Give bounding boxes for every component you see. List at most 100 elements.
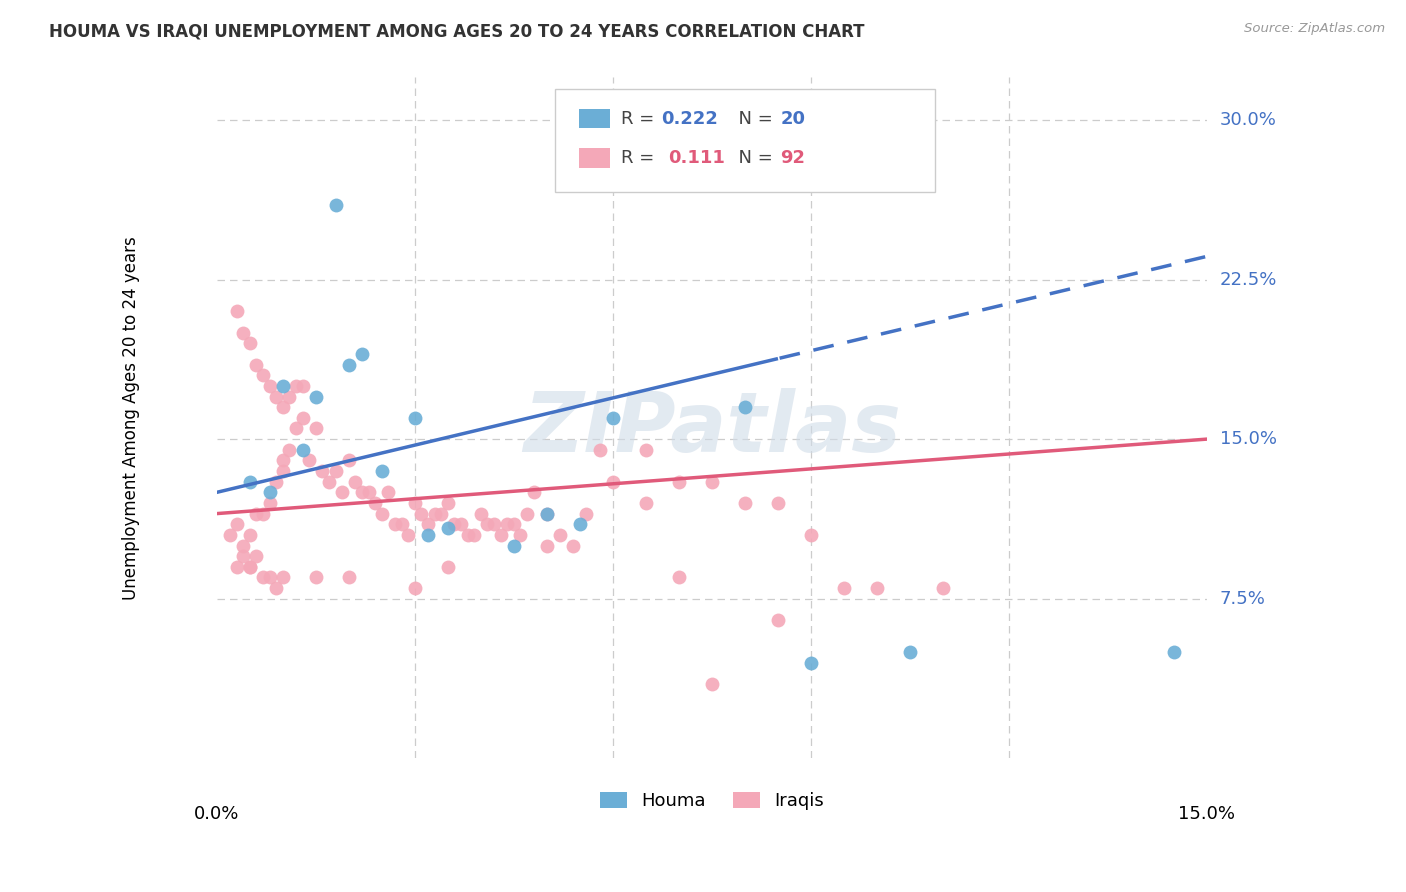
Point xyxy=(337,358,360,372)
Text: 20: 20 xyxy=(780,110,806,128)
Text: Source: ZipAtlas.com: Source: ZipAtlas.com xyxy=(1244,22,1385,36)
Point xyxy=(436,496,458,510)
Point xyxy=(509,528,531,542)
Point xyxy=(239,559,262,574)
Point xyxy=(766,496,789,510)
Text: 0.0%: 0.0% xyxy=(194,805,239,823)
Point xyxy=(588,442,610,457)
Point xyxy=(371,464,394,478)
Point xyxy=(219,528,242,542)
Point xyxy=(391,517,413,532)
Point xyxy=(252,570,274,584)
Point xyxy=(318,475,340,489)
Text: 30.0%: 30.0% xyxy=(1220,111,1277,129)
Point xyxy=(734,401,756,415)
Text: R =: R = xyxy=(621,149,666,167)
Point xyxy=(232,326,254,340)
Point xyxy=(668,475,690,489)
Point xyxy=(502,517,524,532)
Point xyxy=(482,517,505,532)
Point xyxy=(245,358,267,372)
Point xyxy=(766,613,789,627)
Text: 22.5%: 22.5% xyxy=(1220,270,1277,288)
Point xyxy=(225,517,247,532)
Point xyxy=(470,507,492,521)
Point xyxy=(463,528,485,542)
Point xyxy=(298,453,321,467)
Point xyxy=(416,517,439,532)
Point xyxy=(404,496,426,510)
Point xyxy=(271,464,294,478)
Point xyxy=(271,379,294,393)
Point xyxy=(634,442,657,457)
Text: 15.0%: 15.0% xyxy=(1178,805,1234,823)
Text: 7.5%: 7.5% xyxy=(1220,590,1265,607)
Point xyxy=(225,304,247,318)
Point xyxy=(502,539,524,553)
Point xyxy=(357,485,380,500)
Text: Unemployment Among Ages 20 to 24 years: Unemployment Among Ages 20 to 24 years xyxy=(122,236,141,599)
Point xyxy=(285,421,308,435)
Point xyxy=(350,347,373,361)
Point xyxy=(239,559,262,574)
Point xyxy=(404,581,426,595)
Text: ZIPatlas: ZIPatlas xyxy=(523,388,901,469)
Point xyxy=(264,390,287,404)
Point xyxy=(305,390,328,404)
Point xyxy=(634,496,657,510)
Point xyxy=(264,581,287,595)
Point xyxy=(700,677,723,691)
Text: R =: R = xyxy=(621,110,661,128)
Point xyxy=(568,517,591,532)
Point xyxy=(337,453,360,467)
Point xyxy=(271,570,294,584)
Point xyxy=(866,581,889,595)
Point xyxy=(404,410,426,425)
Point xyxy=(259,496,281,510)
Point xyxy=(477,517,499,532)
Point xyxy=(225,559,247,574)
Point xyxy=(536,507,558,521)
Text: N =: N = xyxy=(727,149,779,167)
Point xyxy=(245,507,267,521)
Point xyxy=(271,453,294,467)
Point xyxy=(430,507,453,521)
Point xyxy=(436,521,458,535)
Point xyxy=(496,517,519,532)
Point xyxy=(443,517,465,532)
Point xyxy=(548,528,571,542)
Point xyxy=(436,559,458,574)
Point xyxy=(350,485,373,500)
Point xyxy=(800,656,823,670)
Point xyxy=(291,442,314,457)
Text: 0.111: 0.111 xyxy=(668,149,724,167)
Point xyxy=(457,528,479,542)
Legend: Houma, Iraqis: Houma, Iraqis xyxy=(592,785,831,817)
Point xyxy=(700,475,723,489)
Point xyxy=(264,475,287,489)
Point xyxy=(602,475,624,489)
Point xyxy=(259,570,281,584)
Point xyxy=(423,507,446,521)
Point xyxy=(245,549,267,563)
Point xyxy=(325,198,347,212)
Point xyxy=(364,496,387,510)
Point xyxy=(536,539,558,553)
Point xyxy=(344,475,367,489)
Point xyxy=(800,528,823,542)
Point xyxy=(278,442,301,457)
Text: N =: N = xyxy=(727,110,779,128)
Point xyxy=(291,379,314,393)
Text: 15.0%: 15.0% xyxy=(1220,430,1277,448)
Point xyxy=(832,581,855,595)
Point xyxy=(931,581,953,595)
Point xyxy=(562,539,585,553)
Point xyxy=(252,507,274,521)
Text: 0.222: 0.222 xyxy=(661,110,717,128)
Point xyxy=(575,507,598,521)
Point xyxy=(259,485,281,500)
Point xyxy=(489,528,512,542)
Point xyxy=(377,485,399,500)
Point xyxy=(239,528,262,542)
Point xyxy=(450,517,472,532)
